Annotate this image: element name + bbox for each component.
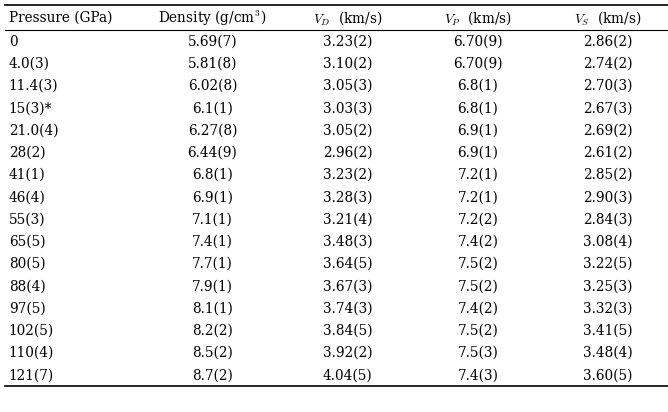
Text: 8.7(2): 8.7(2) <box>192 368 233 382</box>
Text: 3.22(5): 3.22(5) <box>583 257 633 271</box>
Text: 7.4(2): 7.4(2) <box>458 235 498 249</box>
Text: 7.9(1): 7.9(1) <box>192 279 233 293</box>
Text: 5.81(8): 5.81(8) <box>188 57 237 71</box>
Text: 3.60(5): 3.60(5) <box>583 368 633 382</box>
Text: 41(1): 41(1) <box>9 168 45 182</box>
Text: 55(3): 55(3) <box>9 213 45 227</box>
Text: 7.2(1): 7.2(1) <box>458 168 498 182</box>
Text: 2.86(2): 2.86(2) <box>583 35 633 49</box>
Text: 7.4(3): 7.4(3) <box>458 368 498 382</box>
Text: 5.69(7): 5.69(7) <box>188 35 237 49</box>
Text: 2.90(3): 2.90(3) <box>583 190 633 204</box>
Text: 88(4): 88(4) <box>9 279 45 293</box>
Text: 3.25(3): 3.25(3) <box>583 279 633 293</box>
Text: 7.2(1): 7.2(1) <box>458 190 498 204</box>
Text: Density (g/cm$^3$): Density (g/cm$^3$) <box>158 8 267 27</box>
Text: 4.0(3): 4.0(3) <box>9 57 49 71</box>
Text: 2.67(3): 2.67(3) <box>583 101 633 115</box>
Text: 6.9(1): 6.9(1) <box>458 124 498 138</box>
Text: 3.05(2): 3.05(2) <box>323 124 373 138</box>
Text: Pressure (GPa): Pressure (GPa) <box>9 11 112 25</box>
Text: 6.02(8): 6.02(8) <box>188 79 237 93</box>
Text: 7.5(2): 7.5(2) <box>458 324 498 338</box>
Text: 6.8(1): 6.8(1) <box>458 101 498 115</box>
Text: 102(5): 102(5) <box>9 324 54 338</box>
Text: 7.7(1): 7.7(1) <box>192 257 233 271</box>
Text: 3.08(4): 3.08(4) <box>583 235 633 249</box>
Text: 3.48(4): 3.48(4) <box>583 346 633 360</box>
Text: 7.1(1): 7.1(1) <box>192 213 233 227</box>
Text: 110(4): 110(4) <box>9 346 54 360</box>
Text: 8.2(2): 8.2(2) <box>192 324 233 338</box>
Text: 6.8(1): 6.8(1) <box>192 168 233 182</box>
Text: 6.27(8): 6.27(8) <box>188 124 237 138</box>
Text: 97(5): 97(5) <box>9 302 45 316</box>
Text: 8.1(1): 8.1(1) <box>192 302 233 316</box>
Text: 7.2(2): 7.2(2) <box>458 213 498 227</box>
Text: 3.28(3): 3.28(3) <box>323 190 373 204</box>
Text: 3.84(5): 3.84(5) <box>323 324 373 338</box>
Text: 3.92(2): 3.92(2) <box>323 346 373 360</box>
Text: 2.74(2): 2.74(2) <box>583 57 633 71</box>
Text: $V_S$  (km/s): $V_S$ (km/s) <box>574 9 642 26</box>
Text: 3.74(3): 3.74(3) <box>323 302 373 316</box>
Text: 7.5(2): 7.5(2) <box>458 279 498 293</box>
Text: 46(4): 46(4) <box>9 190 45 204</box>
Text: 3.32(3): 3.32(3) <box>583 302 633 316</box>
Text: 6.9(1): 6.9(1) <box>458 146 498 160</box>
Text: 2.61(2): 2.61(2) <box>583 146 633 160</box>
Text: 4.04(5): 4.04(5) <box>323 368 373 382</box>
Text: 7.4(2): 7.4(2) <box>458 302 498 316</box>
Text: 6.1(1): 6.1(1) <box>192 101 233 115</box>
Text: 3.21(4): 3.21(4) <box>323 213 373 227</box>
Text: 7.5(2): 7.5(2) <box>458 257 498 271</box>
Text: 3.23(2): 3.23(2) <box>323 168 373 182</box>
Text: 6.70(9): 6.70(9) <box>453 57 503 71</box>
Text: 15(3)*: 15(3)* <box>9 101 52 115</box>
Text: 21.0(4): 21.0(4) <box>9 124 58 138</box>
Text: 6.70(9): 6.70(9) <box>453 35 503 49</box>
Text: 6.44(9): 6.44(9) <box>188 146 237 160</box>
Text: 7.4(1): 7.4(1) <box>192 235 233 249</box>
Text: 3.67(3): 3.67(3) <box>323 279 373 293</box>
Text: $V_D$  (km/s): $V_D$ (km/s) <box>313 9 383 26</box>
Text: 2.84(3): 2.84(3) <box>583 213 633 227</box>
Text: 3.48(3): 3.48(3) <box>323 235 373 249</box>
Text: 3.64(5): 3.64(5) <box>323 257 373 271</box>
Text: 3.10(2): 3.10(2) <box>323 57 373 71</box>
Text: 11.4(3): 11.4(3) <box>9 79 58 93</box>
Text: 28(2): 28(2) <box>9 146 45 160</box>
Text: 8.5(2): 8.5(2) <box>192 346 233 360</box>
Text: 7.5(3): 7.5(3) <box>458 346 498 360</box>
Text: 2.85(2): 2.85(2) <box>583 168 633 182</box>
Text: 6.9(1): 6.9(1) <box>192 190 233 204</box>
Text: 3.05(3): 3.05(3) <box>323 79 373 93</box>
Text: 2.96(2): 2.96(2) <box>323 146 373 160</box>
Text: 6.8(1): 6.8(1) <box>458 79 498 93</box>
Text: 65(5): 65(5) <box>9 235 45 249</box>
Text: $V_P$  (km/s): $V_P$ (km/s) <box>444 9 512 26</box>
Text: 2.70(3): 2.70(3) <box>583 79 633 93</box>
Text: 80(5): 80(5) <box>9 257 45 271</box>
Text: 3.23(2): 3.23(2) <box>323 35 373 49</box>
Text: 3.03(3): 3.03(3) <box>323 101 373 115</box>
Text: 0: 0 <box>9 35 17 49</box>
Text: 121(7): 121(7) <box>9 368 54 382</box>
Text: 2.69(2): 2.69(2) <box>583 124 633 138</box>
Text: 3.41(5): 3.41(5) <box>583 324 633 338</box>
